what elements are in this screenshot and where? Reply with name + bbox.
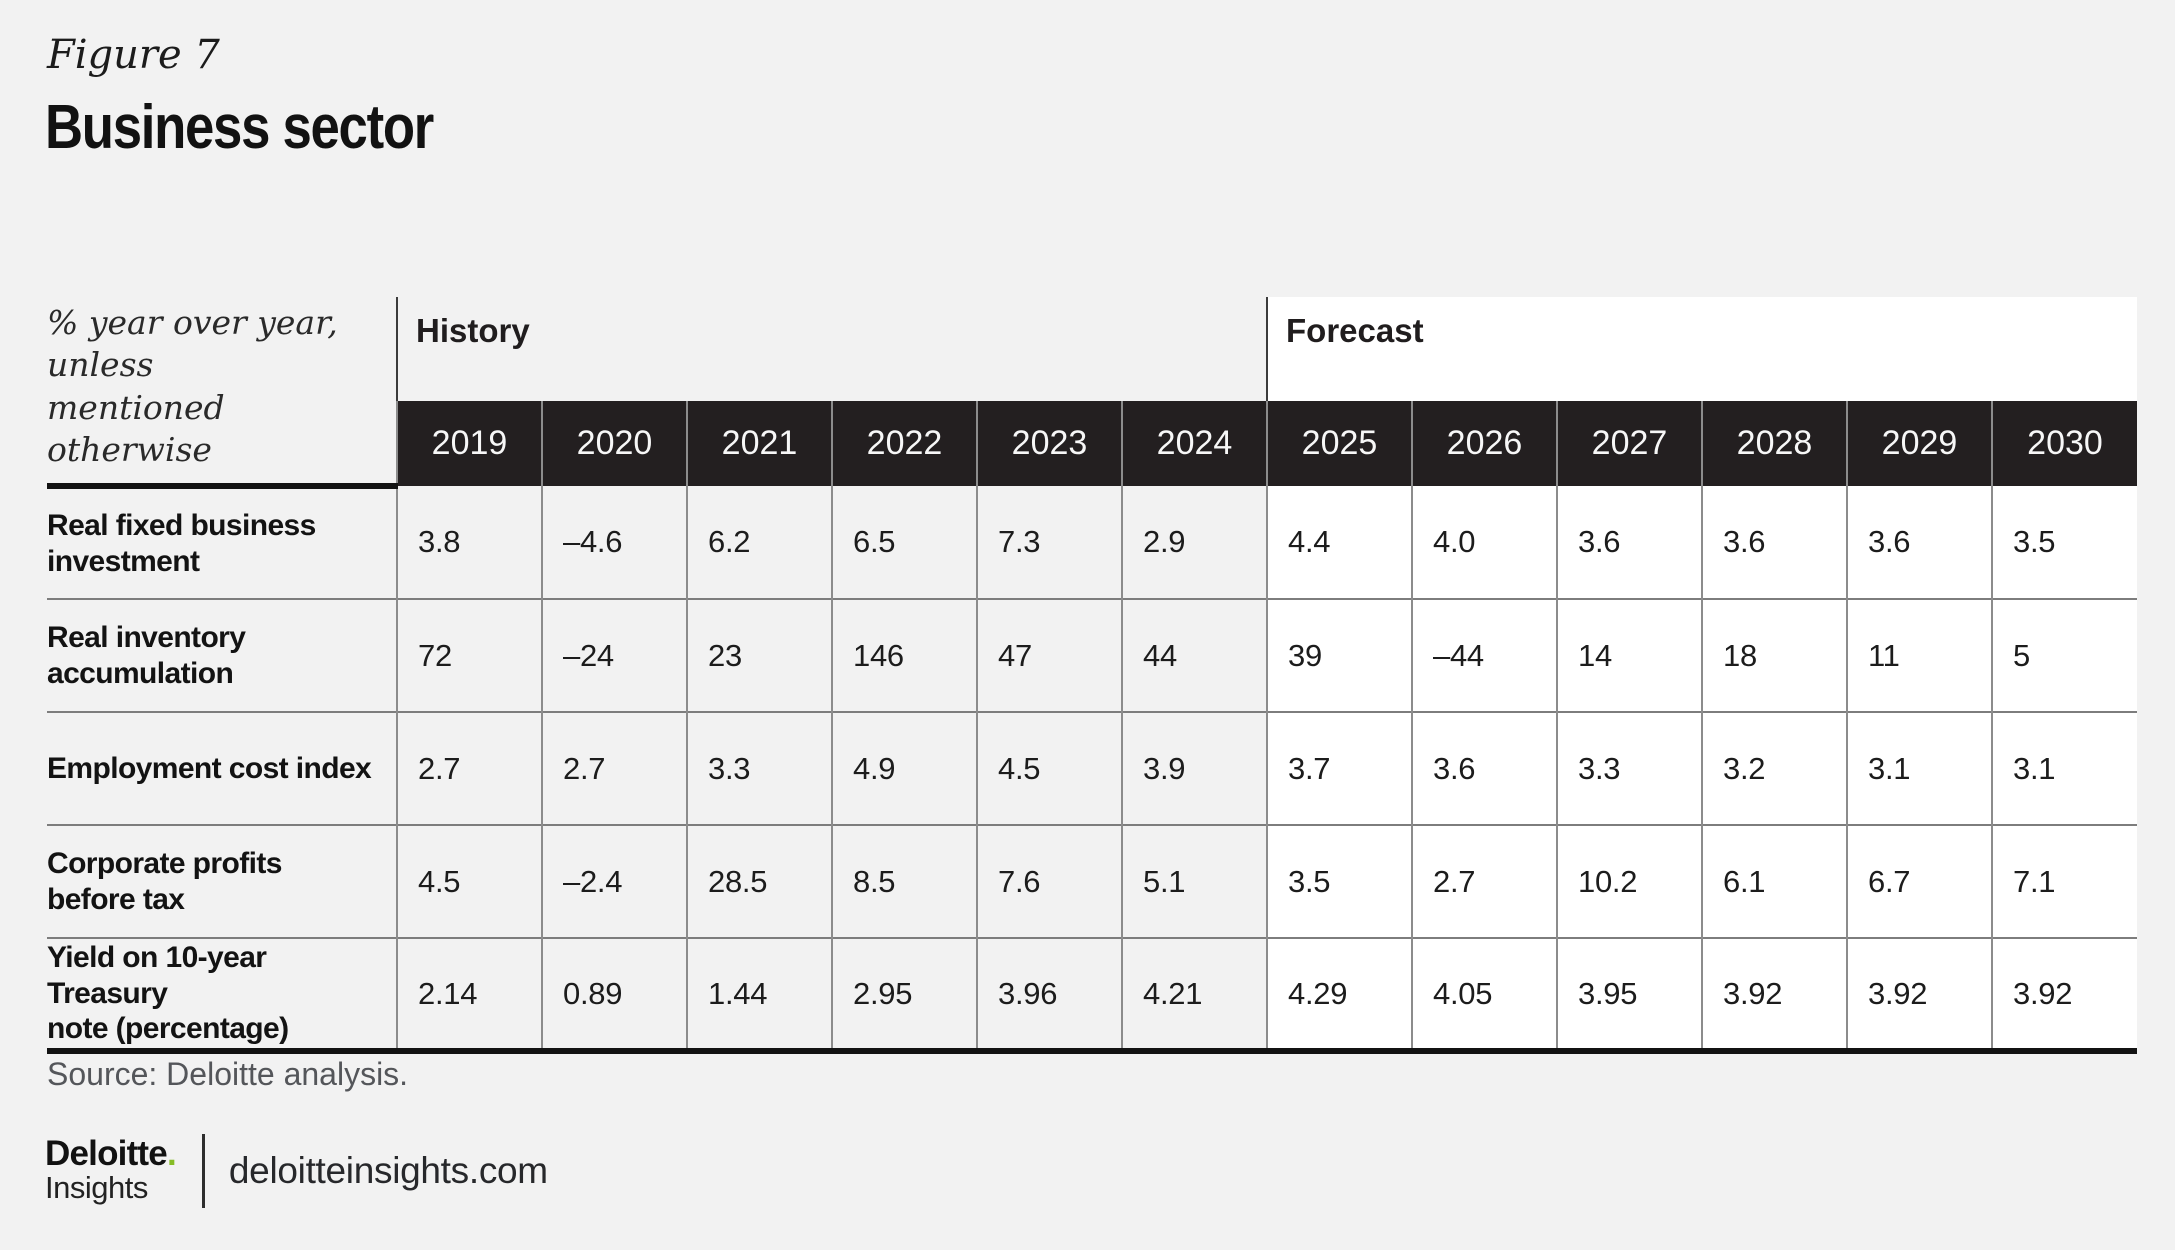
table-row: Employment cost index 2.7 2.7 3.3 4.9 4.5 3.9 3… (47, 711, 2137, 825)
data-cell: 3.1 (1846, 711, 1992, 825)
row-label: Yield on 10-year Treasury note (percentag… (47, 937, 397, 1054)
source-note: Source: Deloitte analysis. (47, 1056, 409, 1092)
forecast-section-header: Forecast (1266, 297, 2137, 401)
data-cell: 6.1 (1701, 824, 1847, 938)
data-cell: 3.96 (976, 937, 1122, 1054)
data-cell: 4.5 (976, 711, 1122, 825)
data-cell: 2.7 (1411, 824, 1557, 938)
data-cell: –2.4 (541, 824, 687, 938)
data-cell: 10.2 (1556, 824, 1702, 938)
brand-sub: Insights (45, 1170, 148, 1206)
data-cell: 3.6 (1701, 486, 1847, 599)
data-cell: 3.5 (1991, 486, 2137, 599)
data-cell: 3.8 (396, 486, 542, 599)
site-link[interactable]: deloitteinsights.com (228, 1150, 548, 1191)
data-cell: 4.21 (1121, 937, 1267, 1054)
table-row: Yield on 10-year Treasury note (percentag… (47, 937, 2137, 1054)
year-header-2029: 2029 (1846, 401, 1992, 486)
brand-block: Deloitte. Insights (45, 1134, 177, 1206)
data-cell: 3.6 (1556, 486, 1702, 599)
data-cell: 3.6 (1846, 486, 1992, 599)
data-cell: 0.89 (541, 937, 687, 1054)
row-label: Real inventory accumulation (47, 598, 397, 712)
data-cell: 5 (1991, 598, 2137, 712)
year-header-2024: 2024 (1121, 401, 1267, 486)
year-header-2022: 2022 (831, 401, 977, 486)
data-cell: 4.5 (396, 824, 542, 938)
year-header-2028: 2028 (1701, 401, 1847, 486)
logo-divider (201, 1134, 205, 1208)
data-cell: 3.95 (1556, 937, 1702, 1054)
data-cell: 28.5 (686, 824, 832, 938)
data-cell: 146 (831, 598, 977, 712)
data-cell: 7.3 (976, 486, 1122, 599)
data-cell: 7.1 (1991, 824, 2137, 938)
data-cell: 23 (686, 598, 832, 712)
table-wrap: % year over year, unless mentioned otherw… (47, 297, 2137, 1054)
page-title: Business sector (45, 93, 434, 162)
data-cell: 4.29 (1266, 937, 1412, 1054)
data-cell: –4.6 (541, 486, 687, 599)
data-cell: 6.2 (686, 486, 832, 599)
data-cell: 3.92 (1991, 937, 2137, 1054)
data-cell: 14 (1556, 598, 1702, 712)
data-cell: –24 (541, 598, 687, 712)
history-section-header: History (396, 297, 1267, 401)
deloitte-insights-logo: Deloitte. Insights deloitteinsights.com (45, 1134, 548, 1208)
year-header-2025: 2025 (1266, 401, 1412, 486)
row-label: Corporate profits before tax (47, 824, 397, 938)
data-cell: 5.1 (1121, 824, 1267, 938)
table-row: Corporate profits before tax 4.5 –2.4 28.5 8.… (47, 824, 2137, 938)
data-cell: 8.5 (831, 824, 977, 938)
table-row: Real fixed business investment 3.8 –4.6 6.2 6… (47, 486, 2137, 599)
data-cell: –44 (1411, 598, 1557, 712)
data-cell: 3.92 (1846, 937, 1992, 1054)
data-cell: 2.9 (1121, 486, 1267, 599)
data-cell: 3.3 (686, 711, 832, 825)
data-cell: 4.05 (1411, 937, 1557, 1054)
data-cell: 3.1 (1991, 711, 2137, 825)
data-cell: 3.2 (1701, 711, 1847, 825)
data-cell: 3.9 (1121, 711, 1267, 825)
year-header-2019: 2019 (396, 401, 542, 486)
data-cell: 18 (1701, 598, 1847, 712)
data-cell: 6.5 (831, 486, 977, 599)
table-intro-note: % year over year, unless mentioned otherw… (47, 297, 397, 489)
data-cell: 3.5 (1266, 824, 1412, 938)
data-cell: 4.4 (1266, 486, 1412, 599)
data-cell: 6.7 (1846, 824, 1992, 938)
year-header-2021: 2021 (686, 401, 832, 486)
data-cell: 44 (1121, 598, 1267, 712)
year-header-2026: 2026 (1411, 401, 1557, 486)
data-table: % year over year, unless mentioned otherw… (47, 297, 2137, 1054)
table-row: Real inventory accumulation 72 –24 23 146 47 44… (47, 598, 2137, 712)
row-label: Employment cost index (47, 711, 397, 825)
year-header-2020: 2020 (541, 401, 687, 486)
data-cell: 47 (976, 598, 1122, 712)
brand-name: Deloitte. (45, 1134, 177, 1174)
year-header-2030: 2030 (1991, 401, 2137, 486)
data-cell: 4.0 (1411, 486, 1557, 599)
year-header-2023: 2023 (976, 401, 1122, 486)
data-cell: 72 (396, 598, 542, 712)
data-cell: 4.9 (831, 711, 977, 825)
data-cell: 3.6 (1411, 711, 1557, 825)
data-cell: 3.92 (1701, 937, 1847, 1054)
data-cell: 2.7 (541, 711, 687, 825)
row-label: Real fixed business investment (47, 509, 316, 578)
data-cell: 2.95 (831, 937, 977, 1054)
figure-label: Figure 7 (47, 32, 220, 78)
brand-dot: . (166, 1134, 177, 1174)
data-cell: 3.7 (1266, 711, 1412, 825)
data-cell: 7.6 (976, 824, 1122, 938)
data-cell: 11 (1846, 598, 1992, 712)
data-cell: 3.3 (1556, 711, 1702, 825)
data-cell: 2.7 (396, 711, 542, 825)
year-header-2027: 2027 (1556, 401, 1702, 486)
data-cell: 39 (1266, 598, 1412, 712)
data-cell: 1.44 (686, 937, 832, 1054)
data-cell: 2.14 (396, 937, 542, 1054)
